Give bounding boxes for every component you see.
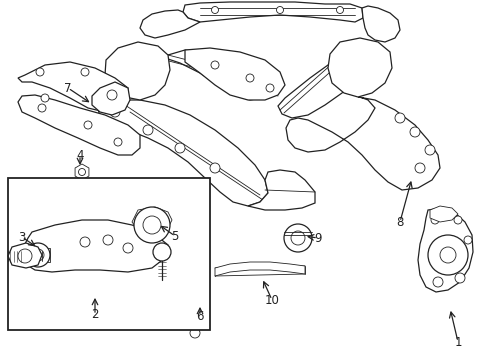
Polygon shape bbox=[98, 100, 267, 206]
Circle shape bbox=[190, 328, 200, 338]
Circle shape bbox=[134, 207, 170, 243]
Polygon shape bbox=[189, 297, 200, 309]
Circle shape bbox=[394, 113, 404, 123]
Circle shape bbox=[80, 237, 90, 247]
Polygon shape bbox=[183, 2, 362, 22]
Polygon shape bbox=[22, 220, 168, 272]
Circle shape bbox=[284, 224, 311, 252]
Text: 1: 1 bbox=[453, 336, 461, 348]
Text: 7: 7 bbox=[64, 81, 72, 95]
Circle shape bbox=[265, 84, 273, 92]
Circle shape bbox=[290, 231, 305, 245]
Circle shape bbox=[104, 91, 112, 99]
Polygon shape bbox=[285, 97, 439, 190]
Circle shape bbox=[210, 61, 219, 69]
Circle shape bbox=[142, 125, 153, 135]
Polygon shape bbox=[105, 42, 170, 100]
Circle shape bbox=[36, 68, 44, 76]
Circle shape bbox=[454, 273, 464, 283]
Circle shape bbox=[153, 243, 171, 261]
Polygon shape bbox=[92, 82, 130, 115]
Circle shape bbox=[32, 249, 44, 261]
Circle shape bbox=[453, 216, 461, 224]
Polygon shape bbox=[132, 207, 172, 233]
Polygon shape bbox=[162, 50, 269, 100]
Polygon shape bbox=[247, 170, 314, 210]
Circle shape bbox=[192, 301, 197, 306]
Text: 5: 5 bbox=[171, 230, 178, 243]
Circle shape bbox=[175, 143, 184, 153]
Circle shape bbox=[110, 107, 120, 117]
Circle shape bbox=[209, 163, 220, 173]
Circle shape bbox=[414, 163, 424, 173]
Polygon shape bbox=[18, 95, 140, 155]
Circle shape bbox=[245, 74, 253, 82]
Circle shape bbox=[439, 247, 455, 263]
Text: 4: 4 bbox=[76, 149, 83, 162]
Text: 10: 10 bbox=[264, 293, 279, 306]
Circle shape bbox=[427, 235, 467, 275]
Circle shape bbox=[84, 121, 92, 129]
Circle shape bbox=[432, 277, 442, 287]
Circle shape bbox=[463, 236, 471, 244]
Circle shape bbox=[276, 6, 283, 14]
Polygon shape bbox=[215, 262, 305, 276]
Circle shape bbox=[79, 168, 85, 176]
Circle shape bbox=[41, 94, 49, 102]
Text: 2: 2 bbox=[91, 309, 99, 321]
Circle shape bbox=[38, 104, 46, 112]
Polygon shape bbox=[75, 164, 89, 180]
Polygon shape bbox=[8, 243, 42, 268]
Circle shape bbox=[211, 6, 218, 14]
Bar bbox=[8, 178, 209, 330]
Text: 9: 9 bbox=[314, 231, 321, 244]
Text: 3: 3 bbox=[18, 230, 26, 243]
Polygon shape bbox=[26, 248, 50, 262]
Circle shape bbox=[107, 90, 117, 100]
Polygon shape bbox=[18, 62, 128, 112]
Polygon shape bbox=[278, 50, 374, 118]
Circle shape bbox=[26, 243, 50, 267]
Circle shape bbox=[81, 68, 89, 76]
Polygon shape bbox=[429, 206, 457, 222]
Text: 6: 6 bbox=[196, 310, 203, 323]
Polygon shape bbox=[140, 10, 200, 38]
Circle shape bbox=[336, 6, 343, 14]
Polygon shape bbox=[417, 208, 472, 292]
Circle shape bbox=[18, 249, 32, 263]
Circle shape bbox=[424, 145, 434, 155]
Polygon shape bbox=[184, 48, 285, 100]
Circle shape bbox=[114, 138, 122, 146]
Circle shape bbox=[123, 243, 133, 253]
Polygon shape bbox=[361, 6, 399, 42]
Text: 8: 8 bbox=[395, 216, 403, 229]
Circle shape bbox=[409, 127, 419, 137]
Circle shape bbox=[430, 216, 438, 224]
Polygon shape bbox=[327, 38, 391, 97]
Circle shape bbox=[103, 235, 113, 245]
Circle shape bbox=[142, 216, 161, 234]
